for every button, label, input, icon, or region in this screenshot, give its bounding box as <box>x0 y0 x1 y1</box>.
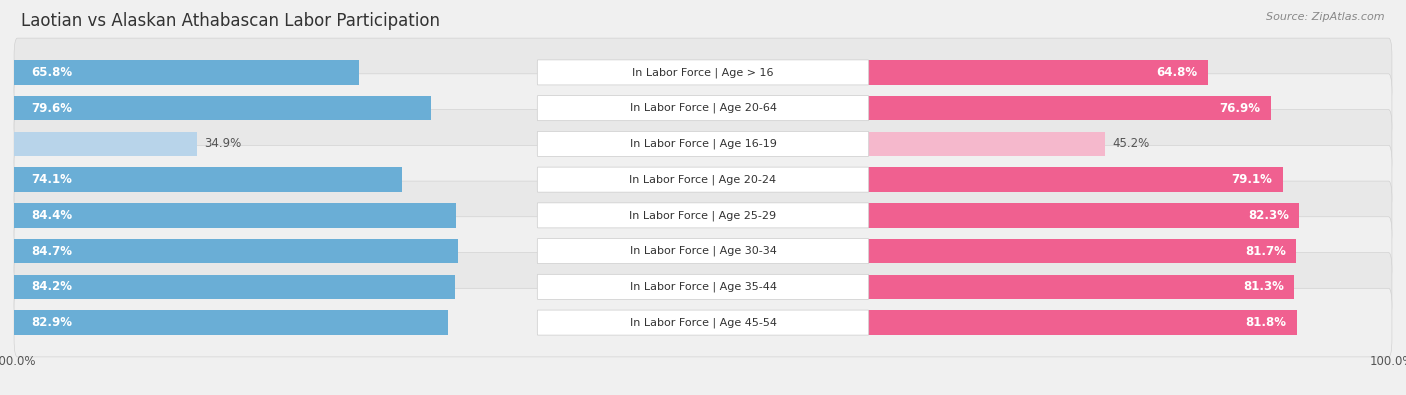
FancyBboxPatch shape <box>14 217 1392 286</box>
FancyBboxPatch shape <box>537 60 869 85</box>
Bar <box>14 167 402 192</box>
FancyBboxPatch shape <box>537 310 869 335</box>
Legend: Laotian, Alaskan Athabascan: Laotian, Alaskan Athabascan <box>581 391 825 395</box>
Bar <box>14 203 456 228</box>
FancyBboxPatch shape <box>537 203 869 228</box>
Text: 45.2%: 45.2% <box>1112 137 1149 150</box>
Bar <box>869 167 1282 192</box>
Bar <box>14 132 197 156</box>
FancyBboxPatch shape <box>14 145 1392 214</box>
Text: 81.7%: 81.7% <box>1244 245 1286 258</box>
Text: 34.9%: 34.9% <box>204 137 240 150</box>
Bar <box>14 96 430 120</box>
FancyBboxPatch shape <box>537 132 869 156</box>
Text: 84.7%: 84.7% <box>31 245 72 258</box>
Text: 65.8%: 65.8% <box>31 66 72 79</box>
Text: In Labor Force | Age 16-19: In Labor Force | Age 16-19 <box>630 139 776 149</box>
FancyBboxPatch shape <box>537 239 869 263</box>
Text: Laotian vs Alaskan Athabascan Labor Participation: Laotian vs Alaskan Athabascan Labor Part… <box>21 12 440 30</box>
Text: 84.2%: 84.2% <box>31 280 72 293</box>
Text: 81.8%: 81.8% <box>1246 316 1286 329</box>
Text: 81.3%: 81.3% <box>1243 280 1284 293</box>
Bar <box>14 239 457 263</box>
Bar <box>869 132 1105 156</box>
Text: 76.9%: 76.9% <box>1219 102 1261 115</box>
Text: In Labor Force | Age > 16: In Labor Force | Age > 16 <box>633 67 773 78</box>
FancyBboxPatch shape <box>14 38 1392 107</box>
Bar <box>869 60 1208 85</box>
Text: In Labor Force | Age 20-64: In Labor Force | Age 20-64 <box>630 103 776 113</box>
FancyBboxPatch shape <box>14 109 1392 178</box>
Bar <box>869 203 1299 228</box>
Text: 74.1%: 74.1% <box>31 173 72 186</box>
Bar <box>869 275 1294 299</box>
Bar <box>869 96 1271 120</box>
Text: 84.4%: 84.4% <box>31 209 72 222</box>
Text: Source: ZipAtlas.com: Source: ZipAtlas.com <box>1267 12 1385 22</box>
Bar <box>14 60 359 85</box>
FancyBboxPatch shape <box>14 74 1392 143</box>
Text: In Labor Force | Age 30-34: In Labor Force | Age 30-34 <box>630 246 776 256</box>
FancyBboxPatch shape <box>537 167 869 192</box>
Text: 64.8%: 64.8% <box>1156 66 1198 79</box>
Bar <box>869 310 1296 335</box>
Bar <box>869 239 1296 263</box>
Bar <box>14 310 449 335</box>
Text: 82.3%: 82.3% <box>1249 209 1289 222</box>
Text: 79.1%: 79.1% <box>1232 173 1272 186</box>
Text: In Labor Force | Age 20-24: In Labor Force | Age 20-24 <box>630 174 776 185</box>
FancyBboxPatch shape <box>14 181 1392 250</box>
FancyBboxPatch shape <box>537 96 869 120</box>
FancyBboxPatch shape <box>14 252 1392 321</box>
Text: In Labor Force | Age 35-44: In Labor Force | Age 35-44 <box>630 282 776 292</box>
Text: 82.9%: 82.9% <box>31 316 72 329</box>
Bar <box>14 275 456 299</box>
Text: In Labor Force | Age 45-54: In Labor Force | Age 45-54 <box>630 317 776 328</box>
Text: 79.6%: 79.6% <box>31 102 72 115</box>
Text: In Labor Force | Age 25-29: In Labor Force | Age 25-29 <box>630 210 776 221</box>
FancyBboxPatch shape <box>14 288 1392 357</box>
FancyBboxPatch shape <box>537 275 869 299</box>
